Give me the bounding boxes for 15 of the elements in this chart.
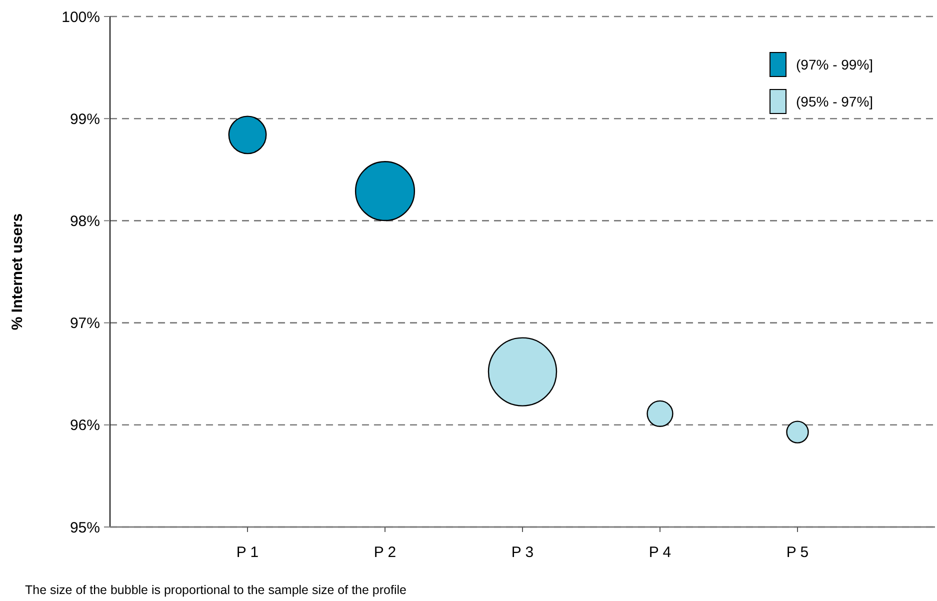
x-tick-label: P 4 <box>648 544 672 561</box>
y-tick-label: 98% <box>70 212 100 230</box>
x-tick-label: P 3 <box>511 544 534 561</box>
y-axis-title: % Internet users <box>9 213 26 330</box>
y-tick-label: 97% <box>70 315 100 332</box>
x-tick-label: P 2 <box>374 544 396 561</box>
y-tick-label: 99% <box>70 110 100 128</box>
legend-label: (95% - 97%] <box>796 94 874 110</box>
y-tick-label: 96% <box>70 417 100 434</box>
legend-label: (97% - 99%] <box>796 56 874 72</box>
y-tick-label: 95% <box>70 519 100 536</box>
y-tick-label: 100% <box>62 8 100 26</box>
text: The size of the bubble is proportional to the sample size of the profile <box>25 583 407 597</box>
x-tick-label: P 1 <box>236 544 259 561</box>
x-tick-label: P 5 <box>786 544 809 561</box>
